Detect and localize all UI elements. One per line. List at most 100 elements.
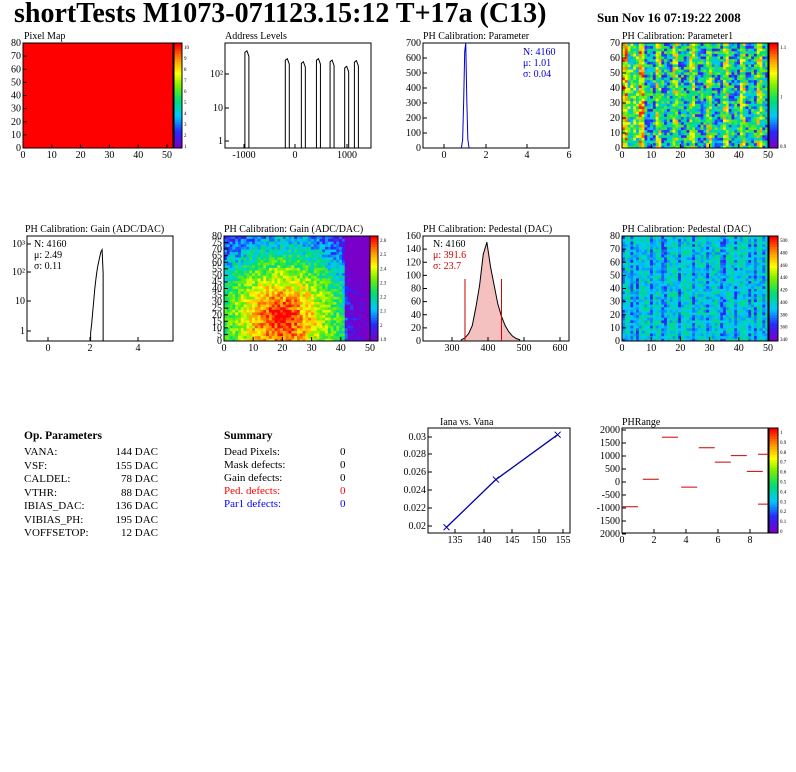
heat-cell — [664, 98, 668, 102]
heat-cell — [658, 58, 662, 62]
heat-cell — [305, 254, 309, 258]
heat-cell — [647, 61, 651, 65]
heat-cell — [249, 309, 253, 313]
heat-cell — [734, 113, 738, 117]
heat-cell — [294, 314, 298, 318]
heat-cell — [305, 241, 309, 245]
heat-cell — [720, 74, 724, 78]
heat-cell — [652, 132, 657, 136]
heat-cell — [672, 50, 676, 54]
heat-cell — [655, 142, 659, 146]
heat-cell — [299, 335, 304, 339]
colorbar-cell — [769, 145, 778, 149]
heat-cell — [364, 280, 368, 284]
heat-cell — [288, 288, 292, 292]
heat-cell — [661, 45, 665, 49]
heat-cell — [751, 108, 755, 112]
heat-cell — [683, 74, 687, 78]
heat-cell — [666, 98, 671, 102]
heat-cell — [238, 272, 242, 276]
heat-cell — [229, 254, 233, 258]
colorbar-cell — [769, 48, 778, 52]
heat-cell — [753, 129, 758, 133]
heat-cell — [341, 333, 346, 337]
heat-cell — [672, 103, 676, 107]
heat-cell — [636, 291, 640, 295]
heat-cell — [672, 108, 676, 112]
colorbar-cell — [769, 66, 778, 70]
heat-cell — [638, 314, 643, 318]
heat-cell — [364, 275, 368, 279]
heat-cell — [627, 312, 631, 316]
heat-cell — [263, 306, 267, 310]
heat-cell — [291, 285, 295, 289]
heat-cell — [622, 320, 626, 324]
heat-cell — [636, 254, 640, 258]
heat-cell — [232, 335, 236, 339]
heat-cell — [686, 140, 690, 144]
heat-cell — [711, 119, 716, 123]
heat-cell — [709, 50, 713, 54]
heat-cell — [238, 330, 242, 334]
heat-cell — [689, 119, 693, 123]
heat-cell — [624, 66, 629, 70]
heat-cell — [232, 262, 236, 266]
heat-cell — [678, 92, 682, 96]
heat-cell — [285, 283, 289, 287]
heat-cell — [350, 249, 354, 253]
heat-cell — [325, 236, 329, 240]
heat-cell — [692, 134, 696, 138]
heat-cell — [249, 291, 253, 295]
heat-cell — [311, 304, 315, 308]
heat-cell — [344, 285, 348, 289]
heat-cell — [737, 53, 741, 57]
heat-cell — [305, 322, 309, 326]
heat-cell — [641, 288, 645, 292]
heat-cell — [644, 262, 648, 266]
heat-cell — [627, 74, 631, 78]
heat-cell — [333, 296, 337, 300]
heat-cell — [341, 314, 346, 318]
heat-cell — [650, 53, 654, 57]
heat-cell — [734, 140, 738, 144]
heat-cell — [308, 322, 312, 326]
heat-cell — [330, 254, 334, 258]
heat-cell — [711, 85, 716, 89]
heat-cell — [638, 262, 643, 266]
heat-cell — [358, 327, 362, 331]
heat-cell — [756, 43, 760, 47]
heat-cell — [285, 314, 289, 318]
heat-cell — [706, 85, 710, 89]
heat-cell — [327, 275, 332, 279]
heat-cell — [358, 317, 362, 321]
heat-cell — [311, 333, 315, 337]
tick-label: 50 — [610, 68, 620, 79]
colorbar-cell — [769, 53, 778, 57]
heat-cell — [748, 79, 752, 83]
heat-cell — [641, 264, 645, 268]
heat-cell — [252, 285, 256, 289]
heat-cell — [622, 335, 626, 339]
heat-cell — [753, 45, 758, 49]
heat-cell — [638, 293, 643, 297]
heat-cell — [327, 241, 332, 245]
heat-cell — [633, 119, 637, 123]
heat-cell — [280, 264, 284, 268]
heat-cell — [344, 330, 348, 334]
heat-cell — [751, 58, 755, 62]
heat-cell — [759, 127, 763, 131]
colorbar-cell — [174, 132, 182, 136]
heat-cell — [669, 103, 673, 107]
heat-cell — [666, 74, 671, 78]
heat-cell — [644, 246, 648, 250]
heat-cell — [266, 322, 270, 326]
heat-cell — [305, 314, 309, 318]
heat-cell — [624, 77, 629, 81]
heat-cell — [652, 58, 657, 62]
heat-cell — [647, 246, 651, 250]
heat-cell — [756, 111, 760, 115]
heat-cell — [664, 56, 668, 60]
heat-cell — [672, 145, 676, 149]
heat-cell — [333, 280, 337, 284]
